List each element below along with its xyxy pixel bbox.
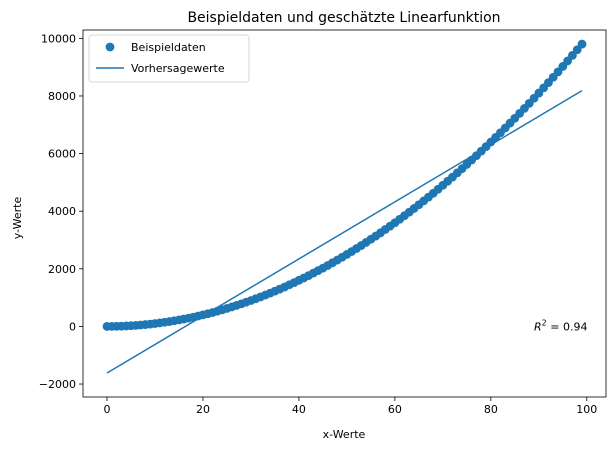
data-point — [577, 39, 587, 49]
chart-title: Beispieldaten und geschätzte Linearfunkt… — [187, 10, 500, 26]
x-tick-label: 100 — [576, 403, 597, 416]
x-tick-label: 80 — [484, 403, 498, 416]
y-tick-label: 10000 — [41, 32, 76, 45]
x-tick-label: 40 — [292, 403, 306, 416]
x-axis-ticks: 0 20 40 60 80 100 — [103, 397, 597, 416]
svg-text:R2 = 0.94: R2 = 0.94 — [534, 318, 587, 333]
legend-scatter-marker — [105, 42, 115, 52]
y-axis-ticks: −2000 0 2000 4000 6000 8000 10000 — [39, 32, 83, 391]
y-axis-label: y-Werte — [11, 197, 24, 240]
plot-background — [83, 30, 606, 397]
y-tick-label: 4000 — [48, 205, 76, 218]
x-tick-label: 60 — [388, 403, 402, 416]
r-squared-annotation: R2 = 0.94 — [534, 318, 587, 333]
x-tick-label: 20 — [196, 403, 210, 416]
annotation-label: R — [534, 320, 542, 333]
legend: Beispieldaten Vorhersagewerte — [88, 34, 250, 83]
annotation-value: = 0.94 — [547, 320, 588, 333]
plot-area — [82, 29, 607, 398]
legend-box — [88, 34, 250, 83]
line-layer — [106, 90, 583, 374]
y-tick-label: 2000 — [48, 263, 76, 276]
annotation-superscript: 2 — [542, 318, 547, 327]
y-tick-label: 0 — [69, 320, 76, 333]
y-tick-label: −2000 — [39, 378, 76, 391]
y-tick-label: 8000 — [48, 90, 76, 103]
plot-frame — [82, 29, 607, 398]
y-tick-label: 6000 — [48, 148, 76, 161]
legend-line-label: Vorhersagewerte — [131, 62, 225, 75]
x-tick-label: 0 — [103, 403, 110, 416]
legend-scatter-label: Beispieldaten — [131, 41, 206, 54]
scatter-layer — [102, 39, 587, 331]
x-axis-label: x-Werte — [323, 428, 366, 441]
predicted-values-line — [106, 90, 583, 374]
